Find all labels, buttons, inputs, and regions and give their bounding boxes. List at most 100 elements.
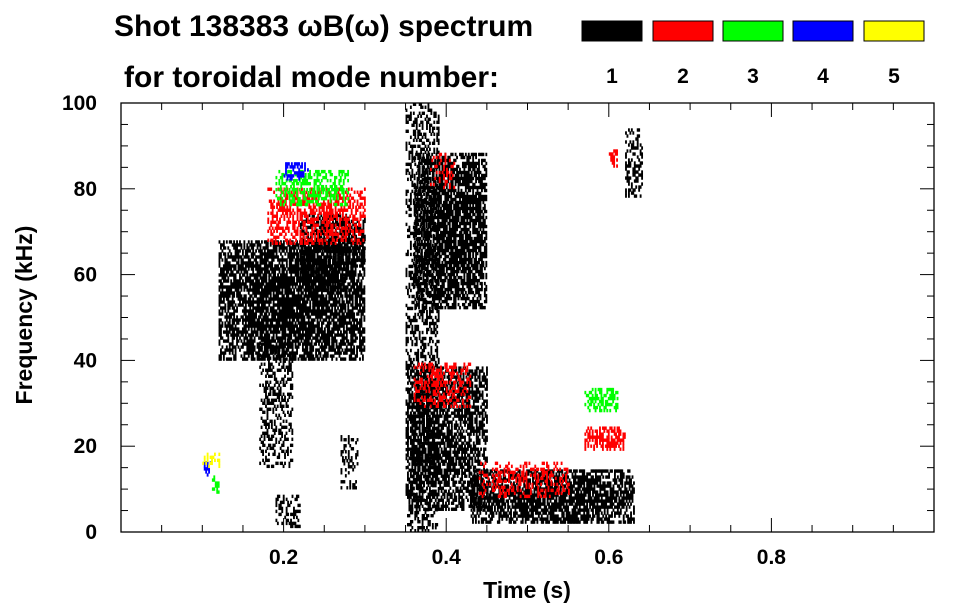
spectrum-cell-mode-1 xyxy=(234,267,237,271)
spectrum-cell-mode-1 xyxy=(304,273,307,277)
spectrum-cell-mode-1 xyxy=(276,380,279,384)
spectrum-cell-mode-1 xyxy=(331,297,334,301)
spectrum-cell-mode-1 xyxy=(220,348,222,352)
spectrum-cell-mode-1 xyxy=(244,315,247,319)
spectrum-cell-mode-1 xyxy=(408,315,411,320)
spectrum-cell-mode-1 xyxy=(263,258,266,262)
spectrum-cell-mode-1 xyxy=(356,288,358,292)
spectrum-cell-mode-1 xyxy=(338,291,341,295)
spectrum-cell-mode-1 xyxy=(287,333,290,337)
spectrum-cell-mode-1 xyxy=(289,422,292,427)
spectrum-cell-mode-1 xyxy=(362,258,365,263)
spectrum-cell-mode-1 xyxy=(411,510,414,515)
spectrum-cell-mode-1 xyxy=(299,270,302,275)
spectrum-cell-mode-1 xyxy=(315,339,317,343)
spectrum-cell-mode-1 xyxy=(338,309,341,313)
spectrum-cell-mode-1 xyxy=(318,282,320,286)
spectrum-cell-mode-1 xyxy=(249,288,252,292)
spectrum-cell-mode-1 xyxy=(428,108,431,112)
spectrum-cell-mode-1 xyxy=(224,306,227,310)
spectrum-cell-mode-1 xyxy=(228,261,231,265)
spectrum-cell-mode-1 xyxy=(342,246,345,251)
spectrum-cell-mode-1 xyxy=(321,249,324,254)
spectrum-cell-mode-1 xyxy=(417,132,420,136)
spectrum-cell-mode-1 xyxy=(255,294,257,298)
spectrum-cell-mode-1 xyxy=(281,398,284,402)
spectrum-cell-mode-1 xyxy=(270,446,273,451)
spectrum-cell-mode-1 xyxy=(272,240,275,244)
spectrum-cell-mode-1 xyxy=(327,216,330,221)
spectrum-cell-mode-1 xyxy=(359,327,361,331)
spectrum-cell-mode-1 xyxy=(304,324,307,328)
spectrum-cell-mode-1 xyxy=(301,252,304,256)
spectrum-cell-mode-1 xyxy=(239,282,241,286)
spectrum-cell-mode-1 xyxy=(279,380,282,384)
spectrum-cell-mode-1 xyxy=(252,339,255,343)
spectrum-cell-mode-1 xyxy=(411,525,414,530)
spectrum-cell-mode-1 xyxy=(285,261,288,265)
spectrum-cell-mode-1 xyxy=(334,339,337,343)
spectrum-cell-mode-1 xyxy=(258,348,260,352)
spectrum-cell-mode-1 xyxy=(345,258,348,263)
spectrum-cell-mode-1 xyxy=(263,273,266,277)
spectrum-cell-mode-1 xyxy=(221,249,224,253)
spectrum-cell-mode-1 xyxy=(297,255,300,259)
spectrum-cell-mode-1 xyxy=(339,282,342,287)
spectrum-cell-mode-1 xyxy=(247,261,250,265)
spectrum-cell-mode-1 xyxy=(228,312,231,316)
spectrum-cell-mode-1 xyxy=(265,246,268,250)
spectrum-cell-mode-1 xyxy=(316,357,319,361)
spectrum-cell-mode-1 xyxy=(265,351,268,355)
spectrum-cell-mode-1 xyxy=(268,333,271,337)
spectrum-cell-mode-1 xyxy=(262,401,264,405)
spectrum-cell-mode-1 xyxy=(288,267,291,271)
spectrum-cell-mode-1 xyxy=(263,255,266,259)
spectrum-cell-mode-1 xyxy=(319,336,322,340)
spectrum-cell-mode-1 xyxy=(260,347,263,351)
spectrum-cell-mode-1 xyxy=(408,363,411,368)
spectrum-cell-mode-1 xyxy=(412,471,415,476)
spectrum-cell-mode-1 xyxy=(344,336,347,340)
spectrum-cell-mode-1 xyxy=(290,306,293,310)
spectrum-cell-mode-1 xyxy=(333,258,336,263)
spectrum-cell-mode-1 xyxy=(275,336,278,340)
spectrum-cell-mode-1 xyxy=(230,255,233,259)
spectrum-cell-mode-1 xyxy=(405,198,408,203)
spectrum-cell-mode-1 xyxy=(272,410,275,414)
spectrum-cell-mode-1 xyxy=(350,270,353,274)
spectrum-cell-mode-1 xyxy=(285,401,288,405)
spectrum-cell-mode-1 xyxy=(349,249,352,254)
spectrum-cell-mode-1 xyxy=(307,327,310,331)
spectrum-cell-mode-1 xyxy=(236,318,238,322)
spectrum-cell-mode-1 xyxy=(282,315,285,319)
spectrum-cell-mode-1 xyxy=(415,150,418,155)
spectrum-cell-mode-1 xyxy=(332,312,335,316)
spectrum-cell-mode-1 xyxy=(361,330,364,334)
spectrum-cell-mode-1 xyxy=(330,288,333,293)
spectrum-cell-mode-1 xyxy=(227,267,230,271)
spectrum-cell-mode-1 xyxy=(225,294,228,298)
spectrum-cell-mode-1 xyxy=(288,377,291,381)
spectrum-cell-mode-1 xyxy=(407,291,409,296)
spectrum-cell-mode-1 xyxy=(266,255,269,259)
spectrum-cell-mode-1 xyxy=(427,327,430,332)
spectrum-cell-mode-1 xyxy=(327,258,330,263)
spectrum-cell-mode-1 xyxy=(269,389,272,393)
spectrum-cell-mode-1 xyxy=(269,321,272,325)
spectrum-cell-mode-1 xyxy=(421,465,424,470)
spectrum-cell-mode-1 xyxy=(431,525,434,530)
spectrum-cell-mode-1 xyxy=(428,336,431,341)
spectrum-cell-mode-1 xyxy=(335,270,338,274)
spectrum-cell-mode-1 xyxy=(405,321,408,326)
spectrum-cell-mode-1 xyxy=(253,264,256,268)
spectrum-cell-mode-1 xyxy=(414,498,417,503)
spectrum-cell-mode-1 xyxy=(256,321,259,325)
spectrum-cell-mode-1 xyxy=(405,168,408,173)
spectrum-cell-mode-1 xyxy=(323,276,326,280)
spectrum-cell-mode-1 xyxy=(434,525,437,530)
spectrum-cell-mode-1 xyxy=(282,365,285,369)
spectrum-cell-mode-1 xyxy=(231,345,234,349)
spectrum-cell-mode-1 xyxy=(424,117,427,121)
spectrum-cell-mode-1 xyxy=(228,300,231,304)
spectrum-cell-mode-1 xyxy=(405,147,408,152)
